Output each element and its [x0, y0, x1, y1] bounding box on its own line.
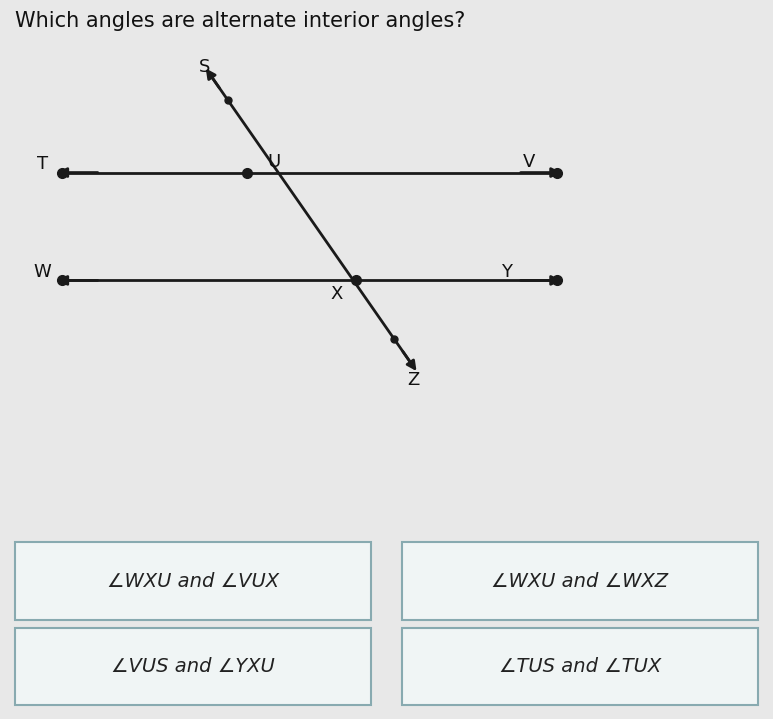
FancyBboxPatch shape — [402, 628, 758, 705]
Text: ∠WXU and ∠WXZ: ∠WXU and ∠WXZ — [491, 572, 669, 591]
Text: ∠TUS and ∠TUX: ∠TUS and ∠TUX — [499, 657, 661, 676]
Text: T: T — [37, 155, 48, 173]
Text: W: W — [34, 263, 51, 281]
Text: V: V — [523, 152, 536, 171]
FancyBboxPatch shape — [402, 542, 758, 620]
Text: X: X — [330, 285, 342, 303]
Text: ∠VUS and ∠YXU: ∠VUS and ∠YXU — [111, 657, 275, 676]
Text: S: S — [199, 58, 210, 76]
FancyBboxPatch shape — [15, 542, 371, 620]
Text: U: U — [267, 152, 281, 171]
FancyBboxPatch shape — [15, 628, 371, 705]
Text: Y: Y — [501, 263, 512, 281]
Text: Which angles are alternate interior angles?: Which angles are alternate interior angl… — [15, 11, 466, 31]
Text: ∠WXU and ∠VUX: ∠WXU and ∠VUX — [107, 572, 279, 591]
Text: Z: Z — [407, 371, 420, 389]
